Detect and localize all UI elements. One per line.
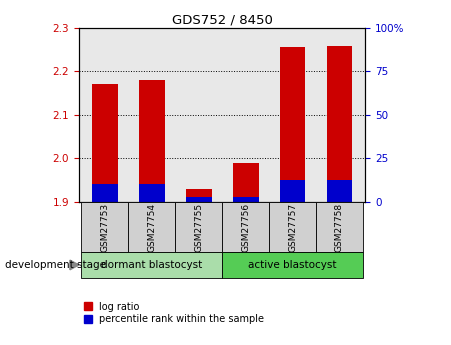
Bar: [81, 202, 128, 252]
Text: GSM27758: GSM27758: [335, 203, 344, 253]
Bar: [186, 189, 212, 202]
Bar: [175, 202, 222, 252]
Text: GSM27754: GSM27754: [147, 203, 156, 252]
Bar: [327, 46, 352, 202]
Text: development stage: development stage: [5, 260, 106, 270]
Text: GSM27755: GSM27755: [194, 203, 203, 253]
Bar: [327, 180, 352, 202]
Bar: [186, 197, 212, 202]
Bar: [280, 47, 305, 202]
Legend: log ratio, percentile rank within the sample: log ratio, percentile rank within the sa…: [84, 302, 264, 325]
Text: GSM27757: GSM27757: [288, 203, 297, 253]
Bar: [316, 202, 363, 252]
Bar: [92, 84, 118, 202]
Bar: [128, 202, 175, 252]
Bar: [222, 202, 269, 252]
Bar: [233, 197, 258, 202]
Text: GSM27753: GSM27753: [100, 203, 109, 253]
Bar: [139, 184, 165, 202]
Bar: [81, 252, 222, 278]
Text: dormant blastocyst: dormant blastocyst: [101, 260, 202, 270]
Bar: [269, 202, 316, 252]
Bar: [139, 80, 165, 202]
Polygon shape: [70, 260, 79, 270]
Text: GSM27756: GSM27756: [241, 203, 250, 253]
Text: active blastocyst: active blastocyst: [249, 260, 337, 270]
Bar: [92, 184, 118, 202]
Bar: [280, 180, 305, 202]
Bar: [233, 162, 258, 202]
Title: GDS752 / 8450: GDS752 / 8450: [172, 13, 272, 27]
Bar: [222, 252, 363, 278]
